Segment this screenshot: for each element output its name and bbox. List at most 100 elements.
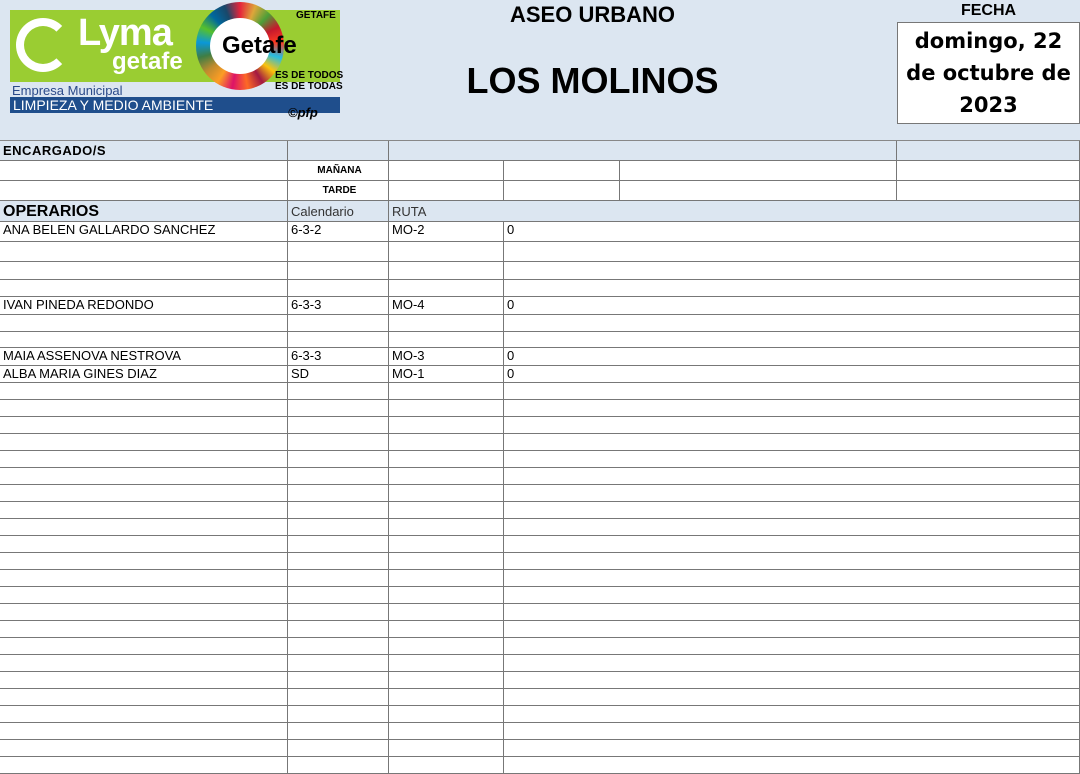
worker-value[interactable] [504,280,1080,297]
worker-calendar[interactable] [288,706,389,723]
worker-route[interactable] [389,740,504,757]
supervisors-label[interactable]: ENCARGADO/S [0,141,288,161]
worker-value[interactable]: 0 [504,366,1080,383]
worker-calendar[interactable] [288,400,389,417]
worker-value[interactable] [504,417,1080,434]
cell[interactable] [389,181,504,201]
worker-value[interactable] [504,655,1080,672]
worker-calendar[interactable] [288,740,389,757]
worker-name[interactable] [0,280,288,297]
worker-name[interactable]: IVAN PINEDA REDONDO [0,297,288,315]
worker-value[interactable] [504,621,1080,638]
worker-calendar[interactable]: 6-3-2 [288,222,389,242]
worker-value[interactable] [504,536,1080,553]
worker-calendar[interactable] [288,638,389,655]
worker-name[interactable]: ALBA MARIA GINES DIAZ [0,366,288,383]
worker-value[interactable]: 0 [504,222,1080,242]
worker-calendar[interactable] [288,655,389,672]
worker-calendar[interactable] [288,451,389,468]
cell[interactable] [897,141,1080,161]
cell[interactable] [288,141,389,161]
supervisor-cell[interactable] [0,161,288,181]
worker-value[interactable] [504,451,1080,468]
workers-label[interactable]: OPERARIOS [0,201,288,222]
worker-route[interactable] [389,706,504,723]
worker-name[interactable] [0,621,288,638]
worker-value[interactable] [504,519,1080,536]
worker-calendar[interactable] [288,332,389,348]
worker-value[interactable] [504,740,1080,757]
cell[interactable] [389,161,504,181]
worker-route[interactable] [389,383,504,400]
worker-calendar[interactable] [288,553,389,570]
cell[interactable] [620,161,897,181]
worker-calendar[interactable] [288,242,389,262]
worker-calendar[interactable] [288,604,389,621]
worker-name[interactable] [0,553,288,570]
worker-name[interactable] [0,723,288,740]
worker-value[interactable] [504,485,1080,502]
worker-value[interactable] [504,262,1080,280]
worker-route[interactable] [389,587,504,604]
worker-value[interactable] [504,315,1080,332]
worker-value[interactable] [504,468,1080,485]
worker-calendar[interactable] [288,621,389,638]
calendar-header[interactable]: Calendario [288,201,389,222]
worker-route[interactable] [389,638,504,655]
worker-value[interactable] [504,723,1080,740]
worker-value[interactable]: 0 [504,297,1080,315]
worker-route[interactable] [389,655,504,672]
worker-name[interactable] [0,434,288,451]
worker-route[interactable] [389,519,504,536]
cell[interactable] [504,161,620,181]
worker-route[interactable] [389,280,504,297]
worker-name[interactable] [0,383,288,400]
worker-calendar[interactable] [288,689,389,706]
worker-value[interactable] [504,587,1080,604]
worker-value[interactable] [504,502,1080,519]
worker-name[interactable]: ANA BELEN GALLARDO SANCHEZ [0,222,288,242]
worker-value[interactable] [504,672,1080,689]
worker-value[interactable] [504,434,1080,451]
worker-calendar[interactable] [288,434,389,451]
worker-value[interactable] [504,383,1080,400]
worker-name[interactable] [0,638,288,655]
worker-route[interactable]: MO-1 [389,366,504,383]
worker-value[interactable] [504,604,1080,621]
worker-calendar[interactable] [288,723,389,740]
cell[interactable] [897,161,1080,181]
morning-shift-label[interactable]: MAÑANA [288,161,389,181]
worker-calendar[interactable] [288,417,389,434]
worker-calendar[interactable] [288,570,389,587]
worker-route[interactable] [389,434,504,451]
cell[interactable] [389,141,897,161]
worker-route[interactable] [389,315,504,332]
worker-route[interactable] [389,689,504,706]
worker-route[interactable] [389,502,504,519]
cell[interactable] [620,181,897,201]
worker-name[interactable] [0,485,288,502]
worker-value[interactable] [504,570,1080,587]
worker-calendar[interactable] [288,468,389,485]
worker-name[interactable] [0,242,288,262]
worker-route[interactable] [389,451,504,468]
worker-name[interactable] [0,655,288,672]
worker-value[interactable] [504,689,1080,706]
worker-calendar[interactable] [288,536,389,553]
worker-calendar[interactable]: SD [288,366,389,383]
worker-name[interactable] [0,468,288,485]
worker-route[interactable]: MO-2 [389,222,504,242]
worker-calendar[interactable]: 6-3-3 [288,297,389,315]
worker-calendar[interactable]: 6-3-3 [288,348,389,366]
worker-value[interactable] [504,242,1080,262]
worker-name[interactable] [0,417,288,434]
worker-calendar[interactable] [288,280,389,297]
worker-calendar[interactable] [288,315,389,332]
worker-calendar[interactable] [288,672,389,689]
worker-name[interactable] [0,519,288,536]
worker-route[interactable]: MO-4 [389,297,504,315]
worker-value[interactable] [504,332,1080,348]
worker-name[interactable]: MAIA ASSENOVA NESTROVA [0,348,288,366]
worker-route[interactable] [389,621,504,638]
worker-name[interactable] [0,262,288,280]
